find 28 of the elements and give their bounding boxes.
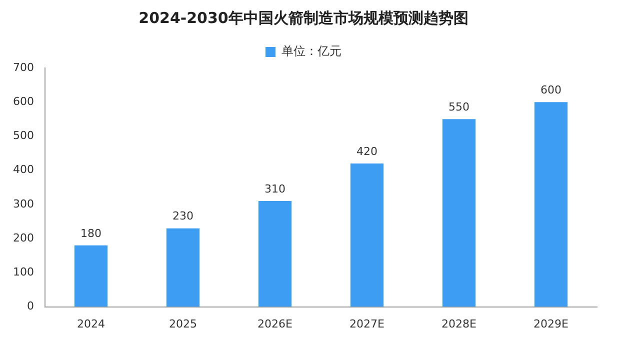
x-tick-label: 2027E [350, 317, 385, 330]
y-tick-label: 600 [12, 94, 34, 108]
y-tick-label: 400 [12, 163, 34, 176]
bar [258, 201, 292, 307]
data-label: 550 [448, 100, 470, 114]
data-label: 310 [264, 182, 286, 196]
x-tick-label: 2025 [168, 317, 197, 330]
x-tick-label: 2029E [534, 317, 569, 330]
x-tick-label: 2024 [76, 317, 105, 330]
y-tick-label: 200 [12, 231, 34, 244]
data-label: 420 [356, 144, 378, 158]
y-tick-label: 700 [12, 60, 34, 74]
bar [74, 245, 108, 307]
data-label: 180 [80, 226, 102, 240]
y-tick-label: 100 [12, 266, 34, 279]
bar [534, 102, 568, 307]
legend-label: 单位：亿元 [282, 44, 342, 58]
x-tick-label: 2026E [258, 317, 293, 330]
chart-title: 2024-2030年中国火箭制造市场规模预测趋势图 [138, 8, 468, 27]
y-tick-label: 500 [12, 129, 34, 142]
y-tick-label: 0 [26, 300, 34, 313]
x-tick-label: 2028E [442, 317, 477, 330]
y-tick-label: 300 [12, 197, 34, 210]
data-label: 230 [172, 210, 194, 223]
bar [166, 228, 200, 307]
bar [350, 164, 384, 307]
data-label: 600 [540, 83, 562, 96]
bar [442, 119, 476, 307]
